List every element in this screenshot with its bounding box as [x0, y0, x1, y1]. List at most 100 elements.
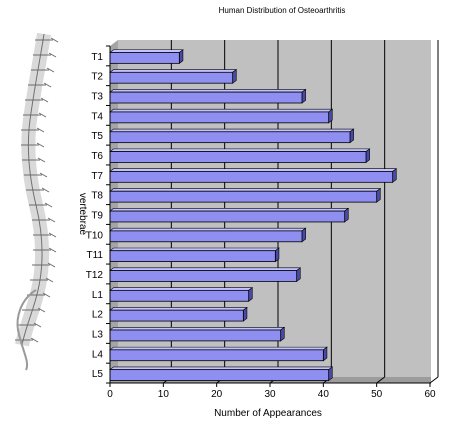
bar-top [109, 108, 334, 113]
category-label-T12: T12 [86, 270, 104, 281]
vertebra-process [38, 112, 47, 118]
category-label-T6: T6 [91, 151, 103, 162]
bar-top [109, 267, 302, 271]
bar-end [376, 187, 381, 203]
category-label-T10: T10 [86, 230, 104, 241]
vertebra-process [37, 307, 46, 313]
bar-end [280, 326, 285, 342]
x-tick-label: 30 [264, 389, 276, 400]
bar-end [232, 68, 237, 84]
vertebra-process [47, 262, 56, 268]
bar-front [109, 151, 367, 163]
vertebra-process [47, 217, 56, 223]
bar-top [109, 287, 254, 291]
vertebra-process [41, 187, 50, 193]
bar-end [365, 148, 370, 164]
category-label-T3: T3 [91, 92, 103, 103]
bar-top [109, 326, 286, 331]
bar-front [109, 309, 244, 322]
bar-top [109, 307, 248, 311]
category-label-T5: T5 [91, 131, 103, 142]
vertebra-process [36, 142, 45, 148]
bar-front [109, 289, 250, 302]
y-axis-label: vertebrae [77, 193, 88, 236]
category-label-T1: T1 [91, 52, 103, 63]
category-labels: T1 T2 T3 T4 T5 T6 T7 T8 T9 T10 T11 T12 L1 L2 L3 L4 L5 [86, 45, 110, 384]
bar-front [109, 369, 330, 381]
bar-T8 [109, 187, 382, 203]
vertebra-process [30, 337, 39, 343]
spine-illustration [15, 32, 59, 371]
vertebra-process [33, 322, 42, 328]
vertebra-process [46, 67, 55, 73]
bar-T3 [109, 88, 307, 104]
category-label-T4: T4 [91, 111, 103, 122]
x-tick-label: 10 [158, 389, 170, 400]
category-label-L3: L3 [92, 329, 104, 340]
x-tick-label: 20 [211, 389, 223, 400]
bar-front [109, 71, 234, 84]
gridline-floor [429, 376, 439, 384]
bar-end [296, 267, 301, 283]
category-label-L2: L2 [92, 310, 104, 321]
bar-front [109, 190, 378, 203]
vertebra-process [37, 157, 46, 163]
bars [109, 49, 398, 382]
bar-top [109, 247, 280, 251]
bar-T2 [109, 68, 238, 84]
bar-front [109, 270, 298, 282]
bar-end [328, 108, 333, 124]
bar-L2 [109, 306, 248, 322]
category-label-T8: T8 [91, 191, 103, 202]
category-label-T2: T2 [91, 72, 103, 83]
bar-T7 [109, 168, 398, 183]
bar-front [109, 52, 180, 64]
bar-front [109, 349, 324, 362]
x-tick-label: 40 [318, 389, 330, 400]
bar-L4 [109, 346, 328, 362]
bar-T11 [109, 247, 280, 263]
vertebra-process [45, 277, 54, 283]
category-label-L1: L1 [92, 290, 104, 301]
bar-top [109, 128, 355, 133]
bar-end [349, 128, 354, 144]
bar-end [392, 168, 397, 183]
vertebra-process [44, 202, 53, 208]
bar-T6 [109, 148, 371, 164]
bar-L3 [109, 326, 286, 342]
vertebra-process [48, 52, 57, 58]
bar-end [301, 227, 306, 243]
bar-top [109, 188, 382, 192]
bar-front [109, 171, 394, 183]
bar-T4 [109, 108, 334, 124]
bar-end [344, 207, 349, 223]
x-tick-label: 0 [107, 389, 113, 400]
bar-top [109, 208, 350, 212]
category-label-L5: L5 [92, 369, 104, 380]
vertebra-process [36, 127, 45, 133]
bar-top [109, 69, 238, 73]
category-label-T9: T9 [91, 211, 103, 222]
bar-front [109, 111, 330, 124]
bar-front [109, 131, 351, 144]
bar-L1 [109, 287, 254, 302]
bar-end [248, 287, 253, 302]
bar-end [323, 346, 328, 362]
bar-top [109, 89, 307, 93]
x-tick-labels: 0 10 20 30 40 50 60 [107, 383, 436, 400]
bar-top [109, 366, 334, 370]
bar-front [109, 230, 303, 243]
bar-top [109, 227, 307, 232]
x-tick-label: 50 [371, 389, 383, 400]
bar-end [243, 306, 248, 322]
bar-end [275, 247, 280, 263]
bar-end [301, 88, 306, 104]
x-axis-label: Number of Appearances [214, 408, 322, 419]
category-label-L4: L4 [92, 349, 104, 360]
bar-front [109, 210, 346, 223]
vertebra-process [40, 97, 49, 103]
bar-front [109, 250, 276, 262]
chart-title: Human Distribution of Osteoarthritis [219, 6, 346, 15]
vertebra-process [42, 292, 51, 298]
